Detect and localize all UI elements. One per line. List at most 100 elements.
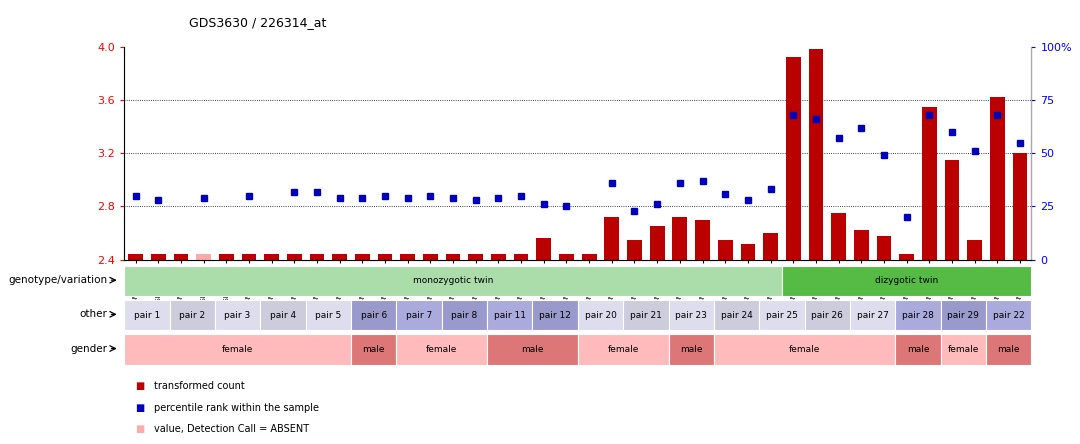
- Bar: [669, 300, 714, 330]
- Bar: [627, 240, 642, 260]
- Bar: [650, 226, 664, 260]
- Bar: [333, 254, 347, 260]
- Bar: [986, 334, 1031, 365]
- Text: other: other: [80, 309, 107, 319]
- Bar: [396, 334, 487, 365]
- Text: gender: gender: [70, 344, 107, 353]
- Bar: [559, 254, 573, 260]
- Bar: [124, 300, 170, 330]
- Bar: [968, 240, 982, 260]
- Bar: [578, 300, 623, 330]
- Bar: [764, 233, 778, 260]
- Bar: [469, 254, 483, 260]
- Text: female: female: [947, 345, 980, 354]
- Bar: [487, 300, 532, 330]
- Text: pair 21: pair 21: [630, 310, 662, 320]
- Text: female: female: [788, 345, 821, 354]
- Bar: [355, 254, 369, 260]
- Bar: [351, 300, 396, 330]
- Text: pair 5: pair 5: [315, 310, 341, 320]
- Bar: [877, 236, 891, 260]
- Bar: [805, 300, 850, 330]
- Bar: [310, 254, 324, 260]
- Bar: [124, 334, 351, 365]
- Text: ■: ■: [135, 424, 145, 434]
- Bar: [990, 97, 1004, 260]
- Text: pair 28: pair 28: [902, 310, 934, 320]
- Bar: [941, 334, 986, 365]
- Text: pair 22: pair 22: [993, 310, 1025, 320]
- Bar: [786, 57, 800, 260]
- Text: pair 26: pair 26: [811, 310, 843, 320]
- Bar: [446, 254, 460, 260]
- Bar: [623, 300, 669, 330]
- Bar: [287, 254, 301, 260]
- Bar: [532, 300, 578, 330]
- Bar: [396, 300, 442, 330]
- Bar: [669, 334, 714, 365]
- Text: monozygotic twin: monozygotic twin: [413, 276, 494, 285]
- Bar: [759, 300, 805, 330]
- Text: male: male: [680, 345, 702, 354]
- Bar: [945, 160, 959, 260]
- Bar: [174, 254, 188, 260]
- Bar: [442, 300, 487, 330]
- Bar: [265, 254, 279, 260]
- Bar: [582, 254, 596, 260]
- Bar: [491, 254, 505, 260]
- Text: percentile rank within the sample: percentile rank within the sample: [154, 403, 320, 412]
- Bar: [941, 300, 986, 330]
- Text: pair 3: pair 3: [225, 310, 251, 320]
- Bar: [900, 254, 914, 260]
- Bar: [1013, 153, 1027, 260]
- Text: pair 12: pair 12: [539, 310, 571, 320]
- Bar: [170, 300, 215, 330]
- Bar: [673, 217, 687, 260]
- Text: transformed count: transformed count: [154, 381, 245, 391]
- Text: female: female: [607, 345, 639, 354]
- Bar: [423, 254, 437, 260]
- Bar: [986, 300, 1031, 330]
- Bar: [219, 254, 233, 260]
- Bar: [351, 334, 396, 365]
- Text: pair 25: pair 25: [766, 310, 798, 320]
- Bar: [895, 300, 941, 330]
- Bar: [578, 334, 669, 365]
- Bar: [854, 230, 868, 260]
- Bar: [124, 266, 782, 296]
- Text: male: male: [363, 345, 384, 354]
- Bar: [151, 254, 165, 260]
- Text: pair 8: pair 8: [451, 310, 477, 320]
- Bar: [922, 107, 936, 260]
- Text: pair 24: pair 24: [720, 310, 753, 320]
- Bar: [832, 213, 846, 260]
- Text: male: male: [522, 345, 543, 354]
- Text: female: female: [426, 345, 458, 354]
- Bar: [197, 254, 211, 260]
- Bar: [378, 254, 392, 260]
- Bar: [306, 300, 351, 330]
- Bar: [850, 300, 895, 330]
- Text: pair 23: pair 23: [675, 310, 707, 320]
- Text: pair 7: pair 7: [406, 310, 432, 320]
- Bar: [487, 334, 578, 365]
- Bar: [401, 254, 415, 260]
- Bar: [714, 334, 895, 365]
- Text: value, Detection Call = ABSENT: value, Detection Call = ABSENT: [154, 424, 310, 434]
- Text: pair 11: pair 11: [494, 310, 526, 320]
- Text: male: male: [998, 345, 1020, 354]
- Text: pair 4: pair 4: [270, 310, 296, 320]
- Text: pair 1: pair 1: [134, 310, 160, 320]
- Bar: [514, 254, 528, 260]
- Bar: [537, 238, 551, 260]
- Text: male: male: [907, 345, 929, 354]
- Bar: [714, 300, 759, 330]
- Text: pair 2: pair 2: [179, 310, 205, 320]
- Text: pair 20: pair 20: [584, 310, 617, 320]
- Bar: [605, 217, 619, 260]
- Text: ■: ■: [135, 381, 145, 391]
- Bar: [718, 240, 732, 260]
- Bar: [809, 49, 823, 260]
- Bar: [129, 254, 143, 260]
- Text: pair 29: pair 29: [947, 310, 980, 320]
